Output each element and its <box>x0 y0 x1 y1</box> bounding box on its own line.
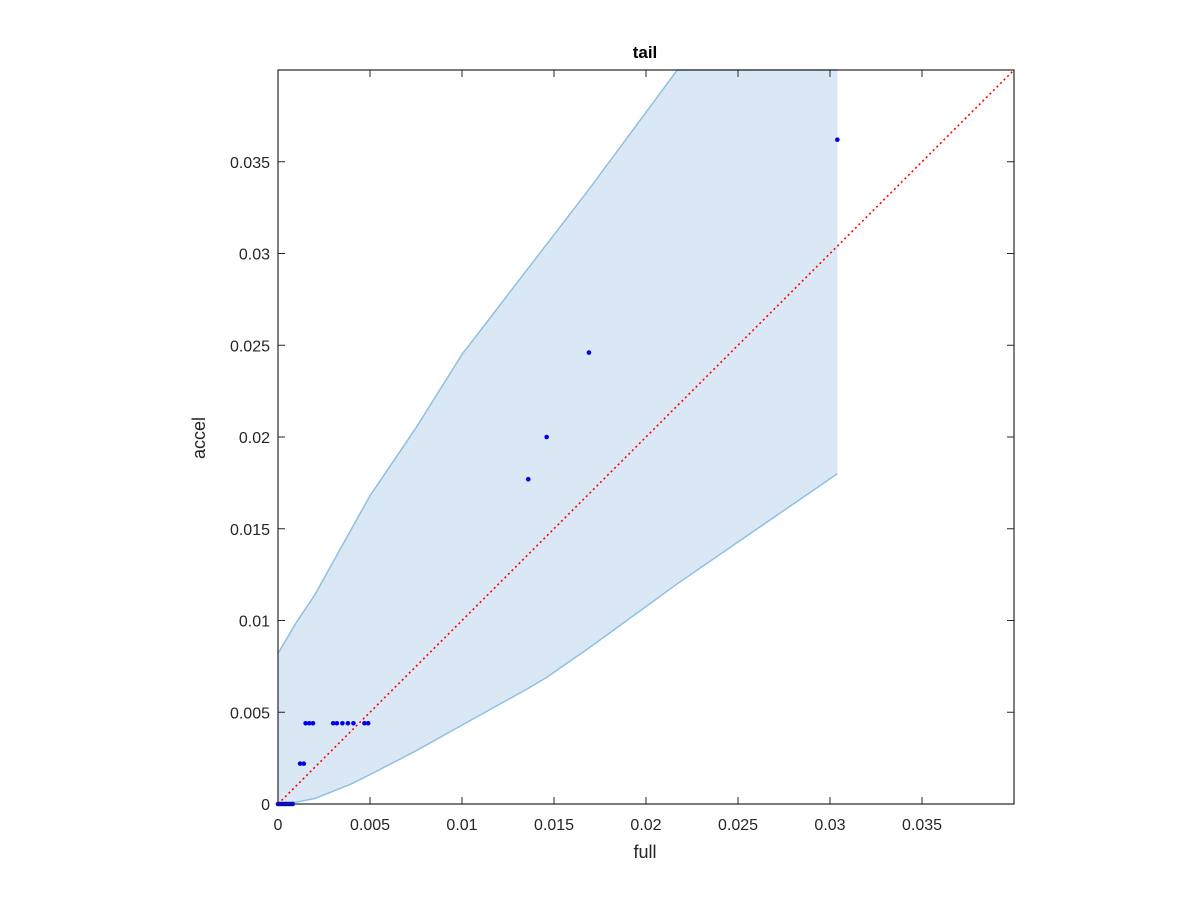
data-point <box>345 720 351 726</box>
x-tick-label: 0.015 <box>534 817 574 834</box>
x-tick-label: 0.025 <box>718 817 758 834</box>
y-tick-label: 0.01 <box>239 614 270 631</box>
x-tick-label: 0.02 <box>630 817 661 834</box>
x-axis-label: full <box>633 842 656 862</box>
x-tick-label: 0.01 <box>446 817 477 834</box>
y-tick-label: 0.015 <box>230 522 270 539</box>
y-tick-label: 0.03 <box>239 247 270 264</box>
band-upper-edge <box>277 69 838 654</box>
x-tick-label: 0 <box>274 817 283 834</box>
reference-line <box>277 69 1015 805</box>
y-tick-label: 0.005 <box>230 705 270 722</box>
data-point <box>351 720 356 726</box>
data-point <box>301 761 307 766</box>
data-point <box>303 720 308 726</box>
confidence-band <box>278 70 838 804</box>
chart-title: tail <box>633 43 658 62</box>
data-point <box>340 720 345 726</box>
x-tick-label: 0.035 <box>902 817 942 834</box>
data-point <box>525 476 531 482</box>
data-point <box>310 720 316 726</box>
y-tick-label: 0.02 <box>239 430 270 447</box>
x-tick-label: 0.03 <box>814 817 845 834</box>
plot-area <box>275 69 1015 807</box>
data-point <box>334 720 340 726</box>
data-point <box>586 350 592 355</box>
y-tick-label: 0.035 <box>230 155 270 172</box>
data-point <box>365 720 371 726</box>
band-lower-edge <box>277 473 838 805</box>
x-axis-ticks: 0 0.005 0.01 0.015 0.02 0.025 0.03 0.035 <box>274 70 942 834</box>
data-point <box>306 720 312 726</box>
y-axis-label: accel <box>189 417 209 459</box>
y-tick-label: 0 <box>261 797 270 814</box>
data-point <box>330 720 336 726</box>
data-point <box>362 720 367 726</box>
data-point <box>297 761 303 766</box>
y-tick-label: 0.025 <box>230 338 270 355</box>
x-tick-label: 0.005 <box>350 817 390 834</box>
y-axis-ticks: 0 0.005 0.01 0.015 0.02 0.025 0.03 0.035 <box>230 155 1014 814</box>
data-point <box>544 434 549 440</box>
data-point <box>835 137 840 143</box>
